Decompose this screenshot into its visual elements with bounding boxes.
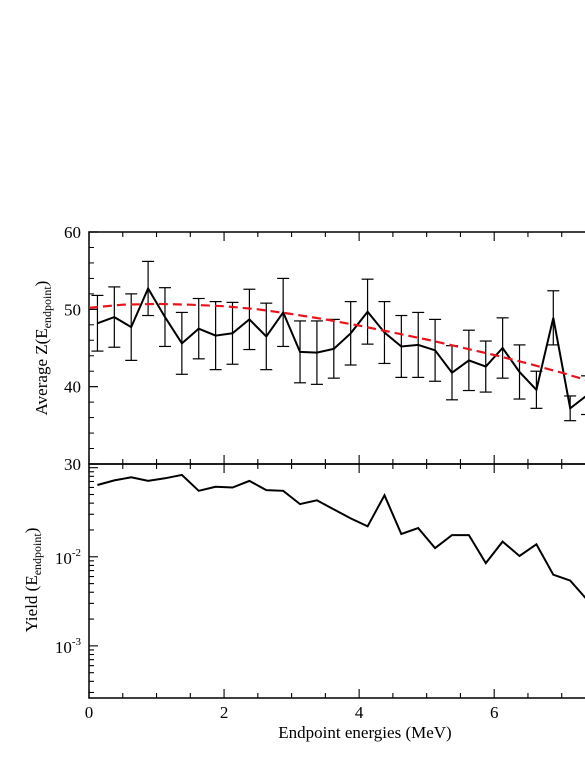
x-ticks: 0 2 4 6 (85, 464, 563, 722)
bottom-y-axis-label: Yield (Eendpoint) (22, 528, 44, 633)
top-y-tick-label: 40 (64, 378, 81, 397)
bottom-y-tick-label: 10-2 (55, 547, 81, 568)
top-y-ticks: 30 40 50 60 (64, 223, 563, 474)
x-tick-label: 0 (85, 703, 94, 722)
bottom-series-group (97, 473, 585, 599)
bottom-plot-frame (88, 463, 585, 699)
top-y-tick-label: 60 (64, 223, 81, 242)
yield-panel: 10-2 10-3 0 2 4 6 Yield (Eendpoint) Endpoint… (22, 463, 585, 742)
x-tick-label: 4 (355, 703, 364, 722)
bottom-y-ticks: 10-2 10-3 (55, 467, 98, 694)
average-z-panel: 30 40 50 60 Average Z(Eendpoint) (32, 223, 585, 474)
yield-line (97, 473, 585, 599)
x-tick-label: 2 (220, 703, 229, 722)
top-y-tick-label: 50 (64, 300, 81, 319)
x-axis-label: Endpoint energies (MeV) (278, 723, 451, 742)
bottom-y-tick-label: 10-3 (55, 636, 82, 657)
top-y-axis-label: Average Z(Eendpoint) (32, 281, 54, 416)
error-bar (581, 375, 585, 416)
top-y-tick-label: 30 (64, 455, 81, 474)
x-tick-label: 6 (490, 703, 499, 722)
top-plot-frame (88, 231, 585, 465)
fit-curve-line (88, 302, 585, 381)
top-series-group (88, 260, 585, 422)
average-z-line (97, 286, 585, 411)
